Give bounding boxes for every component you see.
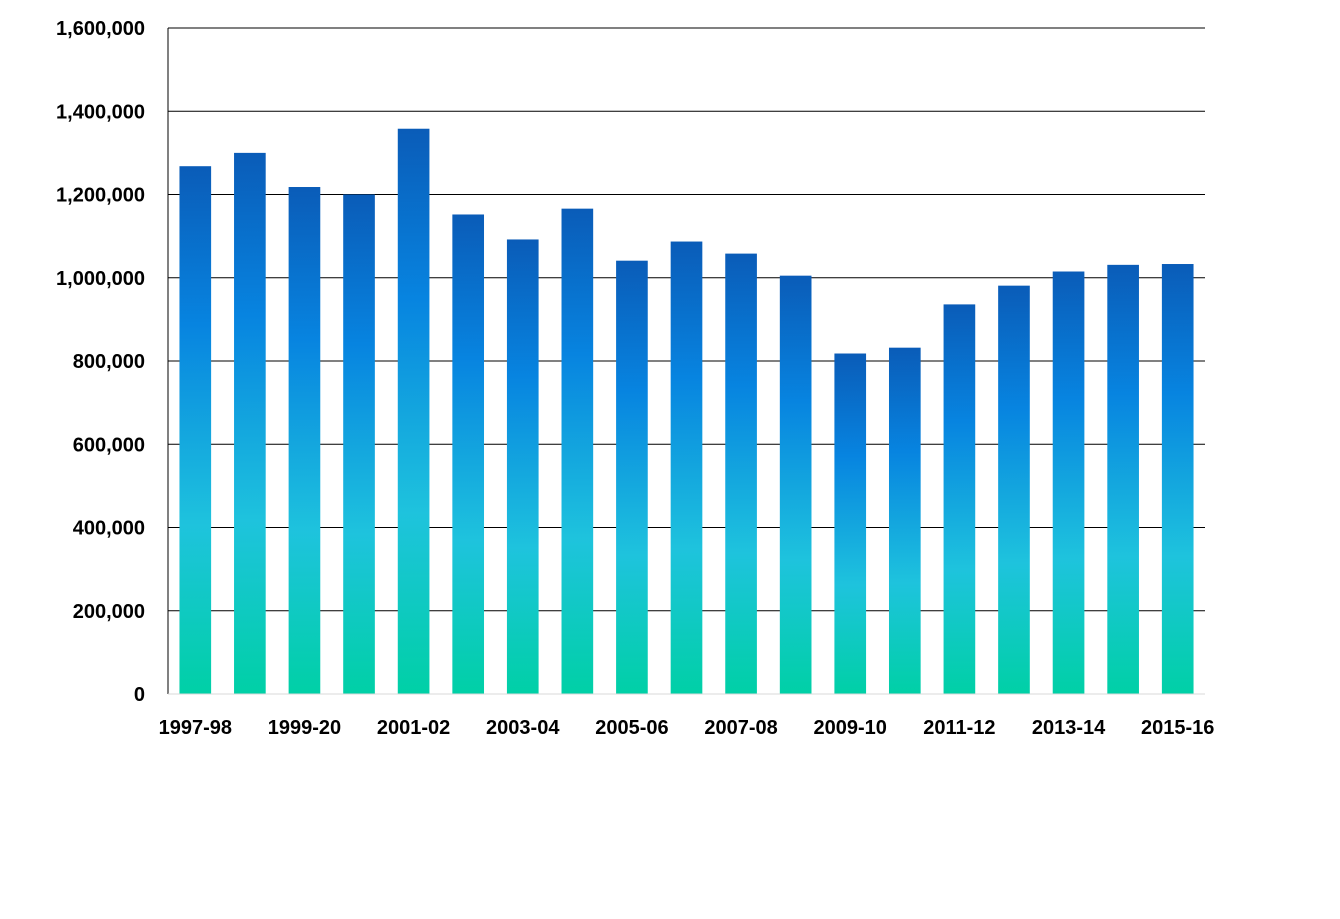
y-tick-label: 1,000,000 bbox=[56, 268, 145, 290]
bar-1997-98 bbox=[179, 166, 212, 694]
bar-2007-08 bbox=[725, 253, 757, 695]
x-tick-label: 2005-06 bbox=[595, 717, 668, 739]
bar-2012-13 bbox=[998, 285, 1030, 694]
axes bbox=[167, 28, 1205, 695]
bar-2003-04 bbox=[506, 239, 539, 694]
x-tick-label: 2001-02 bbox=[377, 717, 450, 739]
bar-2005-06 bbox=[616, 260, 648, 694]
bar-1999-20 bbox=[288, 187, 321, 694]
bar-2010-11 bbox=[888, 347, 921, 694]
y-axis-tick-labels: 0 200,000 400,000 600,000 800,000 1,000,000 1,… bbox=[56, 18, 145, 706]
y-tick-label: 400,000 bbox=[73, 518, 145, 540]
bar-2002-03 bbox=[452, 214, 485, 695]
y-tick-label: 800,000 bbox=[73, 351, 145, 373]
y-tick-label: 1,600,000 bbox=[56, 18, 145, 40]
bar-2001-02 bbox=[397, 128, 430, 695]
x-tick-label: 2009-10 bbox=[814, 717, 887, 739]
y-tick-label: 1,400,000 bbox=[56, 101, 145, 123]
bar-2000-01 bbox=[343, 194, 375, 694]
bar-2009-10 bbox=[834, 353, 867, 694]
y-tick-label: 1,200,000 bbox=[56, 185, 145, 207]
y-tick-label: 0 bbox=[134, 684, 145, 706]
x-tick-label: 2003-04 bbox=[486, 717, 560, 739]
y-tick-label: 200,000 bbox=[73, 601, 145, 623]
bars bbox=[179, 128, 1194, 695]
y-tick-label: 600,000 bbox=[73, 434, 145, 456]
x-tick-label: 1999-20 bbox=[268, 717, 341, 739]
x-axis-tick-labels: 1997-98 1999-20 2001-02 2003-04 2005-06 2007-… bbox=[159, 717, 1215, 739]
bar-1998-99 bbox=[234, 152, 266, 694]
x-tick-label: 2015-16 bbox=[1141, 717, 1214, 739]
x-tick-label: 2007-08 bbox=[704, 717, 777, 739]
x-tick-label: 2013-14 bbox=[1032, 717, 1106, 739]
bar-2015-16 bbox=[1161, 264, 1194, 694]
x-tick-label: 1997-98 bbox=[159, 717, 232, 739]
bar-2011-12 bbox=[943, 304, 976, 694]
bar-2004-05 bbox=[561, 208, 594, 694]
bar-2013-14 bbox=[1052, 271, 1085, 694]
bar-2006-07 bbox=[670, 241, 703, 694]
bar-2014-15 bbox=[1107, 264, 1139, 694]
bar-2008-09 bbox=[779, 275, 812, 694]
x-tick-label: 2011-12 bbox=[923, 717, 995, 739]
